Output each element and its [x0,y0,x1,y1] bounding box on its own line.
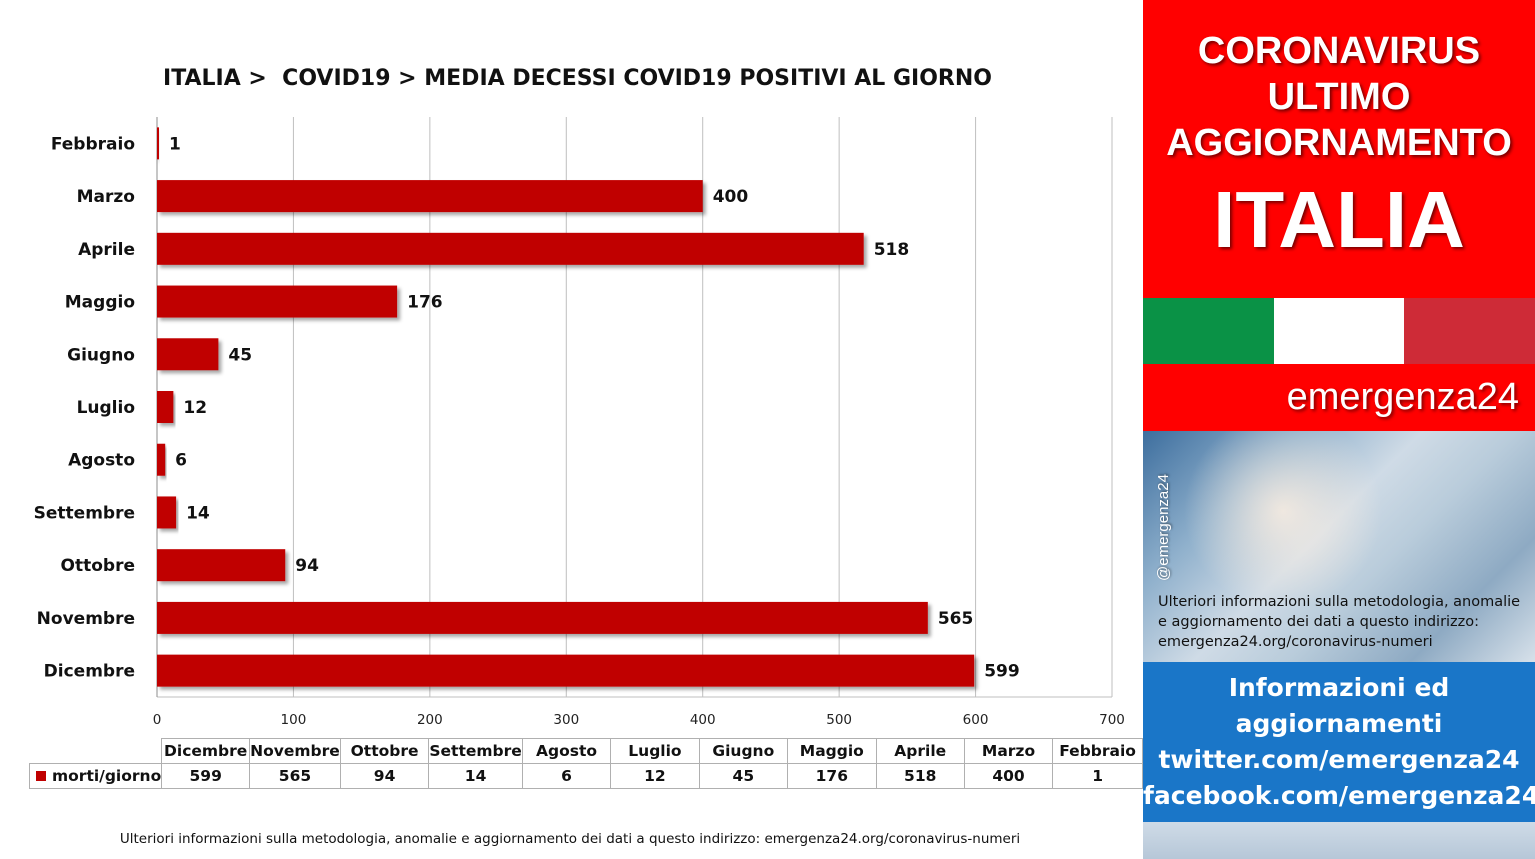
bar [157,338,219,371]
data-label: 45 [228,345,252,365]
table-header-row: Dicembre Novembre Ottobre Settembre Agosto Lu… [29,738,1143,764]
chart-area: ITALIA > COVID19 > MEDIA DECESSI COVID19… [28,66,1143,847]
table-cell: 599 [161,763,251,789]
facebook-link[interactable]: facebook.com/emergenza24 [1143,781,1535,810]
category-label: Settembre [34,503,135,523]
category-label: Ottobre [61,556,135,576]
category-label: Febbraio [51,134,135,154]
table-header-cell: Febbraio [1052,738,1143,764]
table-cell: 1 [1052,763,1143,789]
category-label: Novembre [37,609,135,629]
headline-line-2: ULTIMO [1267,76,1411,118]
data-label: 14 [186,503,210,523]
table-row: morti/giorno 599 565 94 14 6 12 45 176 518 400 1 [28,763,1143,789]
data-label: 1 [169,134,181,154]
table-series-label: morti/giorno [52,767,162,785]
category-label: Agosto [68,451,135,471]
background-photo: @emergenza24 Ulteriori informazioni sull… [1143,431,1535,662]
table-header-cell: Settembre [428,738,523,764]
data-label: 6 [175,451,187,471]
promo-box: Informazioni ed aggiornamenti twitter.co… [1143,662,1535,822]
table-header-cell: Agosto [521,738,612,764]
x-tick-label: 300 [553,712,579,728]
bar [157,285,398,318]
info-note: Ulteriori informazioni sulla metodologia… [1158,592,1530,652]
table-header-cell: Luglio [610,738,700,764]
bar [157,391,174,423]
table-header-cell: Aprile [875,738,965,764]
table-cell: 12 [610,763,700,789]
flag-stripe-green [1143,298,1274,364]
brand-name: emergenza24 [1286,376,1519,418]
x-tick-label: 500 [826,712,852,728]
headline-box: CORONAVIRUS ULTIMO AGGIORNAMENTO ITALIA [1143,0,1535,298]
x-tick-label: 200 [417,712,443,728]
data-label: 94 [295,556,319,576]
promo-line-2: aggiornamenti [1235,709,1443,738]
x-tick-label: 400 [690,712,716,728]
brand-bar: emergenza24 [1143,364,1535,431]
data-table: Dicembre Novembre Ottobre Settembre Agosto Lu… [28,738,1143,789]
category-label: Luglio [77,398,135,418]
twitter-link[interactable]: twitter.com/emergenza24 [1158,745,1520,774]
twitter-handle: @emergenza24 [1155,474,1172,581]
table-cell: 14 [428,763,523,789]
table-header-cell: Novembre [249,738,341,764]
data-label: 176 [407,293,443,313]
data-label: 565 [938,609,974,629]
category-label: Maggio [65,293,135,313]
headline-line-3: AGGIORNAMENTO [1166,122,1512,164]
bar [157,180,703,213]
info-line: Ulteriori informazioni sulla metodologia… [1158,594,1521,610]
category-label: Giugno [67,345,135,365]
bar [157,549,286,582]
table-cell: 45 [698,763,789,789]
table-cell: 176 [787,763,877,789]
category-label: Marzo [77,187,135,207]
table-cell: 565 [249,763,341,789]
legend-swatch [36,771,46,781]
table-header-cell: Marzo [963,738,1054,764]
bar [157,232,864,265]
country-title: ITALIA [1213,175,1465,264]
bar [157,601,928,634]
x-tick-label: 0 [153,712,162,728]
photo-light [1183,431,1383,611]
table-cell: 94 [339,763,430,789]
bar [157,496,177,529]
table-cell: 400 [963,763,1054,789]
table-cell: 6 [521,763,612,789]
chart-plot: 0 100 200 300 400 500 600 700 Febbraio 1 Marzo 400 A… [34,117,1125,728]
panel-bottom-photo [1143,822,1535,859]
table-header-cell: Giugno [698,738,789,764]
table-cell: 518 [875,763,965,789]
bar [157,654,975,687]
table-header-cell: Dicembre [161,738,251,764]
bar [157,127,159,160]
flag-stripe-red [1404,298,1535,364]
table-header-cell: Ottobre [339,738,430,764]
x-tick-label: 700 [1099,712,1125,728]
data-label: 518 [874,240,910,260]
info-line: e aggiornamento dei dati a questo indiri… [1158,614,1480,630]
info-line: emergenza24.org/coronavirus-numeri [1158,634,1433,650]
chart-title: ITALIA > COVID19 > MEDIA DECESSI COVID19… [163,66,992,91]
bar [157,443,166,476]
category-label: Aprile [78,240,135,260]
x-tick-label: 600 [963,712,989,728]
promo-line-1: Informazioni ed [1228,673,1450,702]
headline-line-1: CORONAVIRUS [1197,30,1481,72]
category-label: Dicembre [44,662,135,682]
flag-stripe-white [1273,298,1405,364]
data-label: 400 [713,187,749,207]
x-tick-label: 100 [281,712,307,728]
table-corner [29,738,163,764]
table-series-cell: morti/giorno [28,763,163,789]
data-label: 12 [183,398,207,418]
data-label: 599 [984,662,1020,682]
footer-note: Ulteriori informazioni sulla metodologia… [119,831,1021,847]
italian-flag [1143,298,1535,364]
table-header-cell: Maggio [787,738,877,764]
side-panel: CORONAVIRUS ULTIMO AGGIORNAMENTO ITALIA … [1143,0,1535,859]
